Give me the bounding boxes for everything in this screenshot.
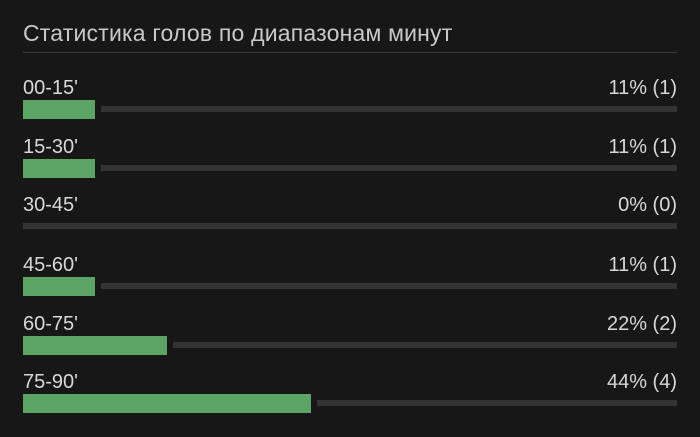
goal-stats-panel: Статистика голов по диапазонам минут 00-…	[23, 0, 677, 437]
panel-title: Статистика голов по диапазонам минут	[23, 20, 453, 46]
bar-gap	[311, 394, 317, 413]
row-value: 11% (1)	[608, 77, 677, 99]
bar-gap	[95, 100, 101, 119]
bar-track	[23, 283, 677, 289]
row-value: 44% (4)	[606, 371, 677, 393]
row-value: 22% (2)	[606, 313, 677, 335]
stat-row-30-45: 30-45' 0% (0)	[23, 194, 677, 238]
bar-track	[23, 165, 677, 171]
bar-fill	[23, 394, 311, 413]
title-divider	[23, 52, 677, 53]
bar-gap	[95, 159, 101, 178]
row-label: 00-15'	[23, 77, 78, 99]
bar-gap	[167, 336, 173, 355]
bar-track	[23, 106, 677, 112]
row-label: 45-60'	[23, 254, 78, 276]
stat-row-00-15: 00-15' 11% (1)	[23, 77, 677, 121]
bar-track	[23, 342, 677, 348]
row-label: 60-75'	[23, 313, 78, 335]
row-value: 11% (1)	[608, 136, 677, 158]
row-label: 30-45'	[23, 194, 78, 216]
bar-fill	[23, 159, 95, 178]
bar-fill	[23, 336, 167, 355]
row-label: 15-30'	[23, 136, 78, 158]
bar-gap	[95, 277, 101, 296]
stat-row-15-30: 15-30' 11% (1)	[23, 136, 677, 180]
row-value: 0% (0)	[618, 194, 677, 216]
bar-track	[23, 400, 677, 406]
bar-fill	[23, 277, 95, 296]
stat-row-75-90: 75-90' 44% (4)	[23, 371, 677, 415]
row-label: 75-90'	[23, 371, 78, 393]
stat-row-60-75: 60-75' 22% (2)	[23, 313, 677, 357]
stat-row-45-60: 45-60' 11% (1)	[23, 254, 677, 298]
bar-fill	[23, 100, 95, 119]
bar-track	[23, 223, 677, 229]
row-value: 11% (1)	[608, 254, 677, 276]
